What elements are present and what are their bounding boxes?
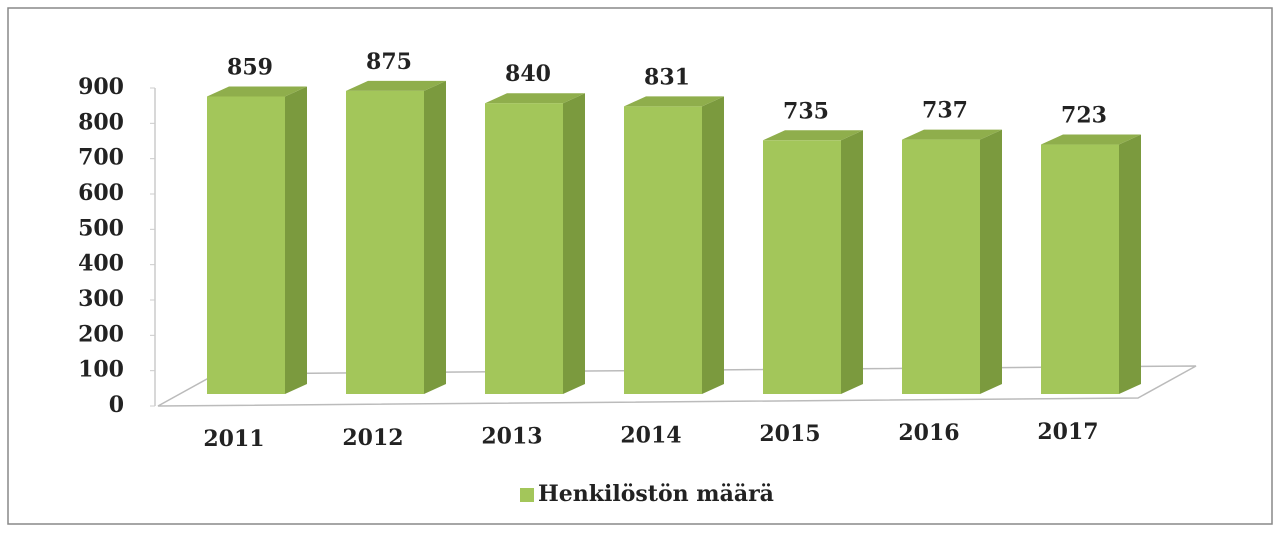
x-tick-label: 2014 — [620, 422, 681, 448]
bar-side — [1119, 134, 1141, 395]
x-tick-label: 2017 — [1037, 419, 1098, 445]
y-tick-label: 900 — [78, 74, 124, 100]
data-label: 723 — [1061, 103, 1107, 129]
legend-label: Henkilöstön määrä — [538, 481, 774, 507]
y-tick-label: 300 — [78, 286, 124, 312]
bar-side — [285, 86, 307, 394]
bar — [763, 140, 841, 394]
y-tick-label: 200 — [78, 321, 124, 347]
bar — [346, 90, 424, 394]
x-tick-label: 2013 — [481, 424, 542, 450]
bar-side — [702, 96, 724, 394]
legend-swatch — [520, 488, 534, 502]
x-tick-label: 2016 — [898, 420, 959, 446]
bar — [902, 139, 980, 394]
bar-top — [207, 86, 307, 97]
y-tick-label: 600 — [78, 180, 124, 206]
data-label: 831 — [644, 64, 690, 90]
bar-top — [624, 96, 724, 107]
bar-side — [841, 130, 863, 395]
bar — [1041, 144, 1119, 394]
bar-side — [563, 93, 585, 394]
y-tick-label: 100 — [78, 357, 124, 383]
y-tick-label: 0 — [109, 392, 124, 418]
bar — [207, 96, 285, 394]
bar-top — [763, 130, 863, 141]
data-label: 859 — [227, 54, 273, 80]
bar-top — [902, 129, 1002, 140]
data-label: 737 — [922, 98, 968, 124]
bar-side — [980, 129, 1002, 395]
y-tick-label: 500 — [78, 215, 124, 241]
bar-side — [424, 80, 446, 394]
x-tick-label: 2012 — [342, 425, 403, 451]
bar — [624, 106, 702, 394]
y-tick-label: 800 — [78, 109, 124, 135]
y-tick-label: 400 — [78, 251, 124, 277]
bar-top — [346, 80, 446, 91]
data-label: 840 — [505, 61, 551, 87]
data-label: 875 — [366, 49, 412, 75]
x-tick-label: 2015 — [759, 421, 820, 447]
y-tick-label: 700 — [78, 145, 124, 171]
bar-top — [1041, 134, 1141, 145]
bar — [485, 103, 563, 394]
data-label: 735 — [783, 98, 829, 124]
x-tick-label: 2011 — [203, 426, 264, 452]
bar-top — [485, 93, 585, 104]
